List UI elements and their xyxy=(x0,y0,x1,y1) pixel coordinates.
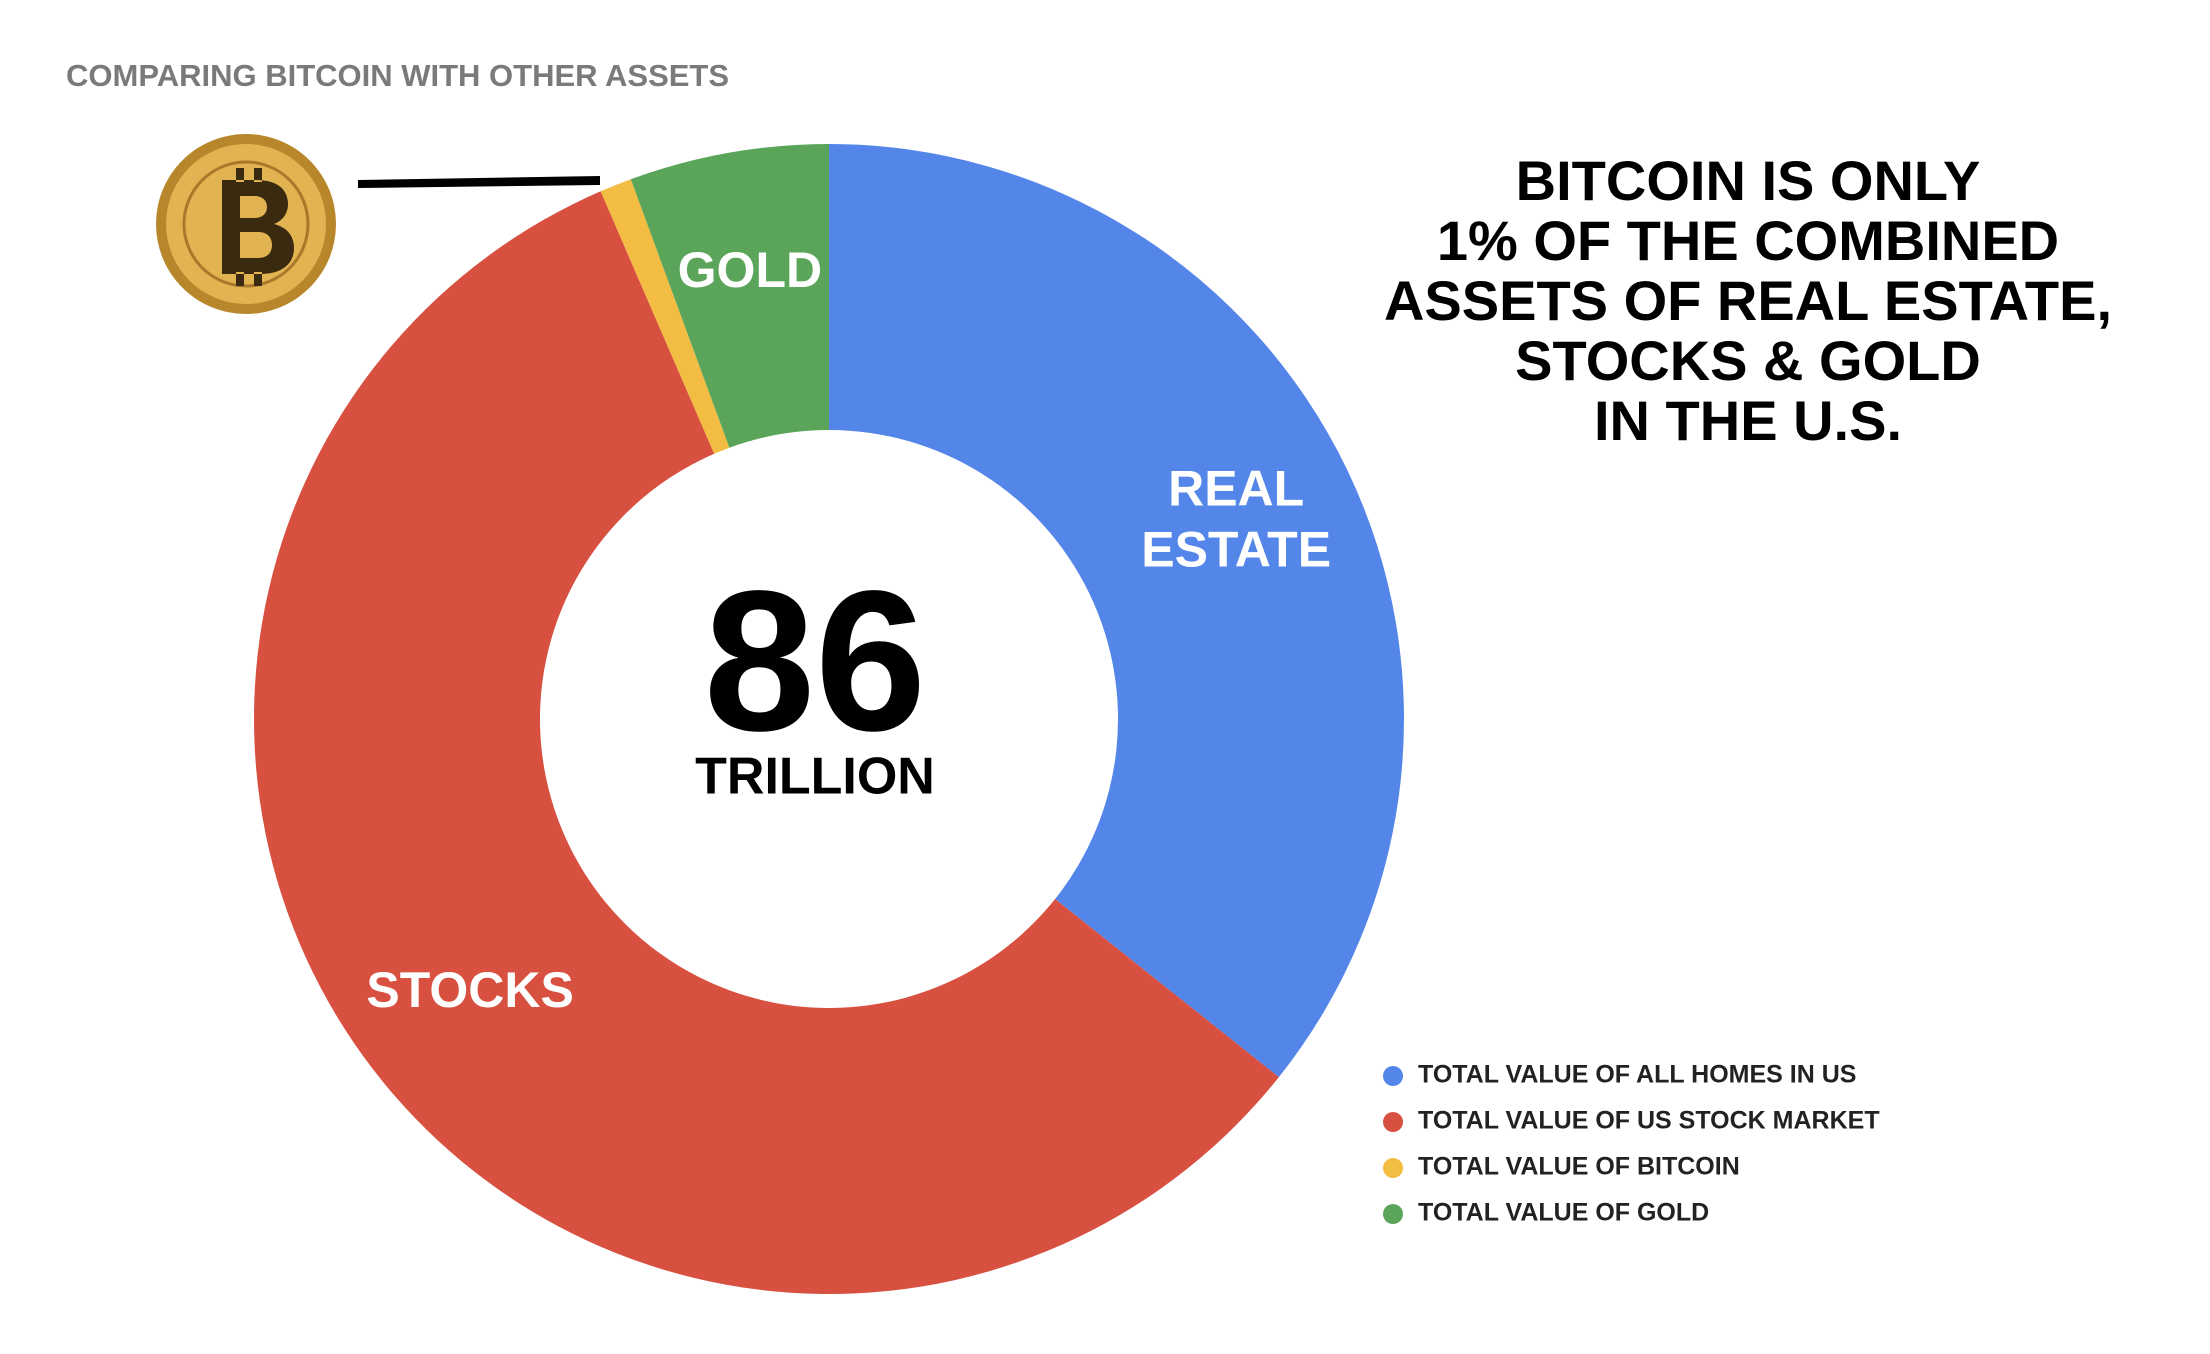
headline: 1% OF THE COMBINED xyxy=(1437,209,2059,272)
legend-swatch xyxy=(1383,1204,1403,1224)
slice-label: REAL xyxy=(1168,460,1304,516)
slice-label: STOCKS xyxy=(366,962,573,1018)
slice xyxy=(254,191,1279,1294)
pointer xyxy=(358,176,600,188)
legend-swatch xyxy=(1383,1066,1403,1086)
coin-symbol xyxy=(222,168,294,286)
headline: STOCKS & GOLD xyxy=(1515,329,1981,392)
legend-label: TOTAL VALUE OF ALL HOMES IN US xyxy=(1418,1061,1856,1089)
slice xyxy=(600,179,730,454)
bitcoin-icon xyxy=(156,134,600,314)
headline: ASSETS OF REAL ESTATE, xyxy=(1384,269,2112,332)
legend-label: TOTAL VALUE OF US STOCK MARKET xyxy=(1418,1107,1880,1135)
headline: BITCOIN IS ONLY xyxy=(1516,149,1981,212)
slice xyxy=(829,144,1405,1078)
legend-label: TOTAL VALUE OF GOLD xyxy=(1418,1199,1709,1227)
legend-swatch xyxy=(1383,1112,1403,1132)
legend-label: TOTAL VALUE OF BITCOIN xyxy=(1418,1153,1740,1181)
center-value: 86 xyxy=(704,550,926,773)
legend-swatch xyxy=(1383,1158,1403,1178)
slice xyxy=(630,144,829,448)
slice-label: ESTATE xyxy=(1141,521,1331,577)
center-unit: TRILLION xyxy=(695,748,935,806)
coin-ring xyxy=(182,160,310,288)
headline: IN THE U.S. xyxy=(1594,389,1902,452)
chart-title: COMPARING BITCOIN WITH OTHER ASSETS xyxy=(66,58,729,93)
slice-label: GOLD xyxy=(678,242,822,298)
donut xyxy=(254,144,1405,1294)
